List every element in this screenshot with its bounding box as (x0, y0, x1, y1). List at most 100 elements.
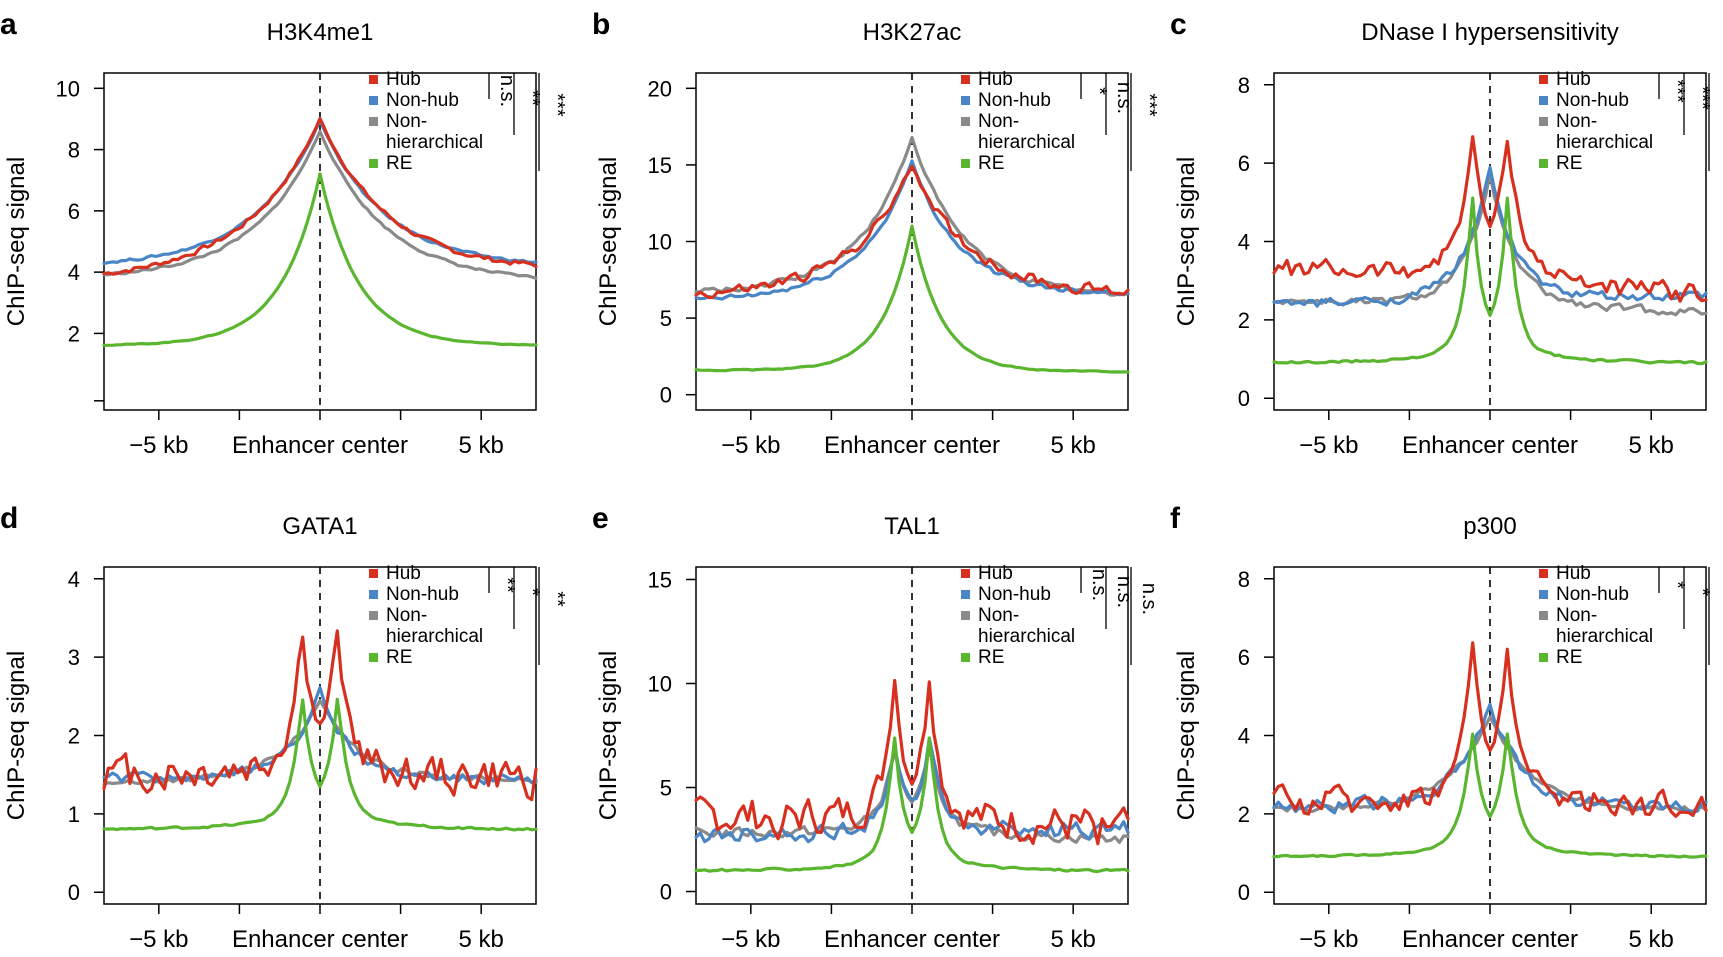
y-tick-label: 15 (648, 567, 672, 592)
y-axis-label: ChIP-seq signal (3, 157, 30, 326)
legend-swatch (961, 590, 970, 599)
legend-label: Non-hub (386, 90, 459, 111)
y-tick-label: 6 (1238, 151, 1250, 176)
series-line-hub (1272, 135, 1708, 303)
legend-label: Non- (1556, 111, 1597, 132)
x-tick-label-left: −5 kb (721, 432, 780, 459)
y-axis-label: ChIP-seq signal (1173, 651, 1200, 820)
legend-label: Non-hub (1556, 90, 1629, 111)
x-axis-label: Enhancer center (232, 432, 408, 459)
legend-label: Hub (978, 563, 1013, 584)
legend-swatch (961, 117, 970, 126)
y-tick-label: 2 (1238, 308, 1250, 333)
legend-swatch (961, 653, 970, 662)
legend-label: hierarchical (1556, 626, 1653, 647)
y-tick-label: 6 (68, 199, 80, 224)
legend-label: Non- (386, 605, 427, 626)
panel-title: H3K4me1 (267, 19, 374, 46)
legend-swatch (1539, 611, 1548, 620)
y-tick-label: 4 (68, 260, 80, 285)
significance-label: * (1088, 87, 1110, 95)
significance-label: * (521, 588, 543, 596)
x-axis-label: Enhancer center (824, 432, 1000, 459)
x-tick-label-left: −5 kb (721, 926, 780, 953)
legend-label: RE (386, 153, 412, 174)
significance-label: *** (1716, 93, 1723, 117)
x-tick-label-left: −5 kb (1299, 432, 1358, 459)
significance-label: n.s. (1113, 576, 1135, 608)
legend-swatch (1539, 590, 1548, 599)
legend-swatch (1539, 117, 1548, 126)
panel-a: a H3K4me1 2 4 6 8 10 ChIP-seq signal −5 kb Enhanc… (0, 8, 568, 459)
legend-label: Non-hub (1556, 584, 1629, 605)
x-tick-label-left: −5 kb (1299, 926, 1358, 953)
significance-label: n.s. (496, 75, 518, 107)
significance-label: ** (546, 591, 568, 607)
series-line-non-hub (102, 686, 538, 786)
y-tick-label: 3 (68, 645, 80, 670)
legend-swatch (961, 75, 970, 84)
panel-letter: f (1170, 502, 1181, 535)
significance-label: * (1691, 588, 1713, 596)
y-tick-label: 4 (1238, 724, 1250, 749)
series-line-re (694, 224, 1130, 374)
significance-label: n.s. (1138, 583, 1160, 615)
y-tick-label: 2 (68, 724, 80, 749)
x-tick-label-right: 5 kb (459, 926, 504, 953)
series-line-hub (1272, 641, 1708, 818)
y-tick-label: 4 (68, 567, 80, 592)
x-axis-label: Enhancer center (232, 926, 408, 953)
panel-title: DNase I hypersensitivity (1361, 19, 1618, 46)
legend-label: Hub (1556, 69, 1591, 90)
series-line-non-hub (1272, 165, 1708, 308)
y-tick-label: 10 (648, 230, 672, 255)
legend-label: Non- (1556, 605, 1597, 626)
y-axis-label: ChIP-seq signal (595, 651, 622, 820)
significance-label: ** (496, 577, 518, 593)
legend-swatch (1539, 96, 1548, 105)
panel-d: d GATA1 0 1 2 3 4 ChIP-seq signal −5 kb Enhancer … (0, 502, 568, 953)
panel-letter: c (1170, 8, 1187, 41)
y-tick-label: 8 (1238, 567, 1250, 592)
series-line-re (694, 736, 1130, 874)
legend-swatch (369, 159, 378, 168)
y-tick-label: 0 (660, 880, 672, 905)
legend-label: hierarchical (978, 132, 1075, 153)
legend-label: hierarchical (386, 132, 483, 153)
y-tick-label: 0 (68, 880, 80, 905)
series-line-non-hierarchical (102, 129, 538, 280)
x-tick-label-right: 5 kb (1629, 432, 1674, 459)
legend-label: Hub (978, 69, 1013, 90)
significance-label: n.s. (1113, 82, 1135, 114)
legend-swatch (961, 96, 970, 105)
significance-label: * (1666, 581, 1688, 589)
x-tick-label-right: 5 kb (1629, 926, 1674, 953)
series-line-non-hub (694, 736, 1130, 844)
series-line-hub (694, 164, 1130, 300)
legend-label: Non-hub (978, 90, 1051, 111)
legend-swatch (369, 590, 378, 599)
y-axis-label: ChIP-seq signal (1173, 157, 1200, 326)
legend-swatch (369, 75, 378, 84)
y-tick-label: 5 (660, 306, 672, 331)
legend-swatch (961, 569, 970, 578)
legend-label: Hub (1556, 563, 1591, 584)
panel-f: f p300 0 2 4 6 8 ChIP-seq signal −5 kb Enhancer c… (1170, 502, 1723, 953)
legend-swatch (1539, 75, 1548, 84)
y-tick-label: 20 (648, 76, 672, 101)
x-tick-label-left: −5 kb (129, 432, 188, 459)
legend-label: RE (978, 647, 1004, 668)
significance-label: *** (1716, 587, 1723, 611)
panel-title: GATA1 (282, 513, 357, 540)
panel-title: p300 (1463, 513, 1516, 540)
legend-label: RE (1556, 153, 1582, 174)
y-axis-label: ChIP-seq signal (3, 651, 30, 820)
significance-label: *** (1666, 79, 1688, 103)
y-tick-label: 8 (1238, 73, 1250, 98)
significance-label: *** (546, 93, 568, 117)
legend-swatch (369, 653, 378, 662)
legend-label: Non- (386, 111, 427, 132)
series-line-re (1272, 196, 1708, 366)
y-tick-label: 0 (660, 383, 672, 408)
